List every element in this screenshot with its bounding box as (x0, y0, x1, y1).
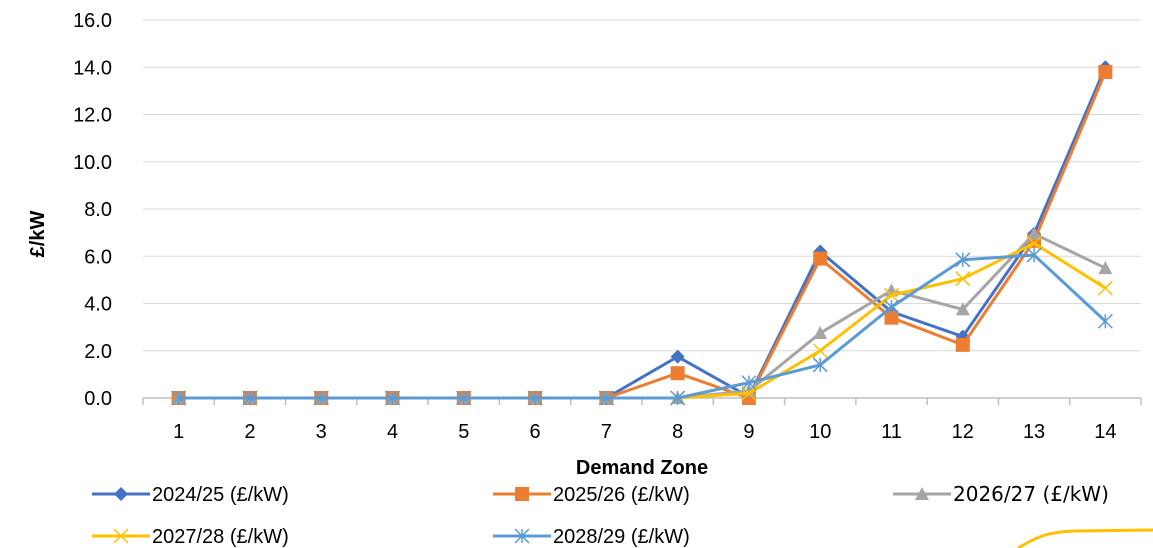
data-point (313, 390, 329, 406)
data-point (955, 252, 971, 268)
series-4 (171, 235, 1113, 406)
data-point (884, 310, 899, 325)
legend-marker (113, 528, 129, 544)
y-tick-label: 2.0 (84, 341, 112, 363)
series-2 (171, 64, 1113, 405)
x-tick-label: 9 (743, 421, 754, 443)
x-tick-label: 2 (244, 421, 255, 443)
legend-item: 2025/26 (£/kW) (493, 484, 690, 506)
series-lines (171, 60, 1113, 406)
y-tick-label: 6.0 (84, 246, 112, 268)
legend-label: 2026/27 (£/kW) (953, 482, 1109, 506)
data-point (384, 390, 401, 406)
legend: 2024/25 (£/kW) 2025/26 (£/kW) 2026/27 (£/k… (92, 482, 1109, 548)
y-tick-label: 10.0 (73, 152, 112, 174)
x-tick-label: 13 (1023, 421, 1045, 443)
data-point (1027, 226, 1042, 240)
legend-item: 2027/28 (£/kW) (92, 526, 289, 548)
x-tick-label: 8 (672, 421, 683, 443)
data-point (456, 390, 472, 406)
legend-item: 2026/27 (£/kW) (893, 482, 1109, 506)
legend-marker (514, 528, 530, 544)
data-point (598, 390, 614, 406)
y-tick-label: 0.0 (84, 388, 112, 410)
data-point (1097, 280, 1113, 296)
data-point (242, 390, 258, 406)
data-point (1026, 247, 1042, 263)
x-tick-label: 11 (881, 421, 902, 443)
y-tick-label: 8.0 (84, 199, 112, 221)
x-tick-label: 4 (387, 421, 398, 443)
data-point (955, 337, 970, 352)
x-axis-ticks: 1 2 3 4 5 6 7 8 9 10 11 12 13 14 (173, 421, 1116, 443)
x-tick-label: 5 (458, 421, 469, 443)
y-tick-label: 14.0 (73, 57, 112, 79)
y-axis-title: £/kW (27, 211, 49, 258)
decorative-curve (1017, 528, 1153, 548)
legend-item: 2028/29 (£/kW) (493, 526, 690, 548)
data-point (812, 343, 828, 359)
series-1 (171, 60, 1113, 405)
legend-marker (915, 487, 929, 500)
data-point (527, 390, 543, 406)
legend-label: 2027/28 (£/kW) (152, 526, 289, 548)
series-line (178, 241, 1107, 400)
data-point (955, 271, 971, 287)
data-point (741, 375, 757, 391)
legend-label: 2024/25 (£/kW) (152, 484, 289, 506)
x-tick-label: 10 (809, 421, 831, 443)
gridlines (143, 19, 1141, 352)
y-tick-label: 12.0 (73, 105, 112, 127)
legend-marker (114, 487, 128, 501)
data-point (812, 357, 828, 373)
data-point (670, 349, 685, 364)
data-point (883, 287, 900, 303)
data-point (883, 299, 900, 315)
data-point (955, 302, 970, 316)
legend-label: 2028/29 (£/kW) (553, 526, 690, 548)
series-5 (171, 247, 1113, 406)
data-point (1098, 64, 1113, 79)
data-point (670, 366, 685, 381)
x-tick-label: 12 (952, 421, 974, 443)
data-point (1098, 261, 1113, 275)
data-point (171, 390, 187, 406)
x-tick-label: 3 (316, 421, 327, 443)
x-tick-label: 14 (1094, 421, 1116, 443)
data-point (813, 326, 828, 340)
legend-label: 2025/26 (£/kW) (553, 484, 690, 506)
data-point (813, 251, 828, 266)
x-tick-label: 7 (601, 421, 612, 443)
data-point (1026, 235, 1042, 251)
x-tick-label: 1 (173, 421, 184, 443)
data-point (741, 385, 757, 401)
y-tick-label: 4.0 (84, 294, 112, 316)
y-axis-ticks: 0.0 2.0 4.0 6.0 8.0 10.0 12.0 14.0 16.0 (73, 10, 112, 410)
y-tick-label: 16.0 (73, 10, 112, 32)
data-point (1097, 313, 1113, 329)
series-line (178, 253, 1107, 400)
legend-marker (515, 487, 529, 501)
legend-item: 2024/25 (£/kW) (92, 484, 289, 506)
x-axis-title: Demand Zone (576, 457, 708, 479)
x-tick-label: 6 (530, 421, 541, 443)
data-point (670, 390, 686, 406)
